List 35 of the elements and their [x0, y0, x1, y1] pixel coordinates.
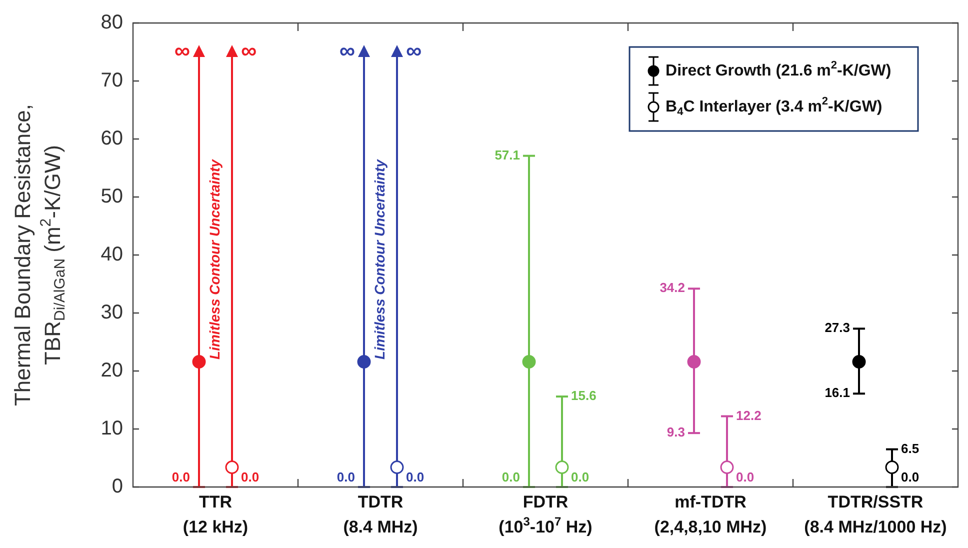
y-tick-label: 10 — [100, 418, 123, 440]
annotation: ∞ — [339, 38, 356, 64]
annotation: 0.0 — [571, 470, 590, 485]
y-tick-label: 50 — [100, 186, 123, 208]
y-tick-label: 80 — [100, 12, 123, 34]
annotation: Limitless Contour Uncertainty — [206, 158, 222, 360]
annotation: 34.2 — [660, 280, 686, 296]
annotation: 6.5 — [901, 440, 920, 456]
annotation: 0.0 — [336, 470, 356, 485]
annotation: 0.0 — [736, 470, 754, 485]
annotation: 0.0 — [901, 470, 920, 485]
annotation: 27.3 — [824, 320, 850, 336]
annotation: 12.2 — [736, 408, 762, 423]
annotation: ∞ — [406, 38, 422, 64]
annotation: 57.1 — [494, 147, 520, 162]
y-tick-label: 70 — [100, 70, 123, 92]
y-tick-label: 20 — [100, 360, 123, 382]
annotation: ∞ — [241, 38, 257, 64]
y-tick-label: 60 — [100, 128, 123, 150]
annotation: 0.0 — [172, 470, 190, 485]
x-tick-label: TTR (12 kHz) — [182, 492, 248, 537]
x-tick-label: mf-TDTR (2,4,8,10 MHz) — [654, 492, 767, 537]
x-tick-label: TDTR (8.4 MHz) — [343, 492, 418, 537]
annotation: 0.0 — [502, 470, 520, 485]
x-tick-label: TDTR/SSTR (8.4 MHz/1000 Hz) — [804, 492, 947, 537]
annotation: 0.0 — [241, 470, 260, 485]
y-tick-label: 0 — [112, 476, 123, 498]
y-tick-label: 30 — [100, 302, 123, 324]
annotation: Limitless Contour Uncertainty — [371, 158, 388, 360]
annotation: 0.0 — [406, 470, 424, 485]
annotation: 9.3 — [666, 424, 686, 440]
y-tick-label: 40 — [100, 244, 123, 266]
annotation: 15.6 — [571, 388, 596, 404]
annotation: ∞ — [174, 38, 190, 64]
annotation: 16.1 — [824, 385, 850, 400]
